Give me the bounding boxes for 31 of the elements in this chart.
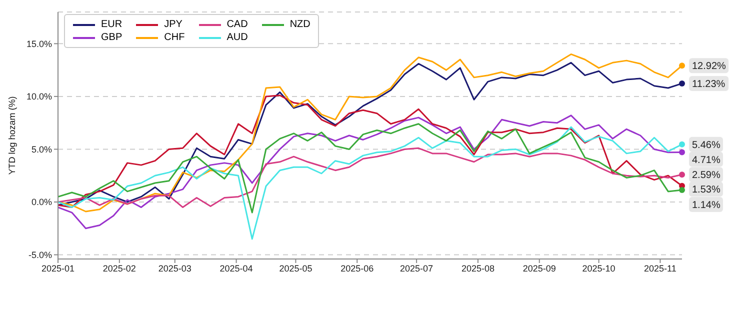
data-label: 1.53% (692, 184, 720, 196)
data-label: 5.46% (692, 140, 720, 151)
x-tick-label: 2025-11 (644, 263, 676, 274)
legend-label: CHF (164, 31, 185, 44)
data-label: 1.14% (692, 200, 720, 212)
y-tick-label: 5.0% (31, 144, 52, 154)
y-tick-label: 10.0% (26, 92, 52, 102)
x-tick-label: 2025-02 (102, 263, 136, 274)
x-tick-label: 2025-10 (582, 263, 616, 274)
legend-label: EUR (101, 18, 122, 31)
y-tick-label: 0.0% (31, 197, 52, 208)
data-label: 4.71% (692, 154, 720, 166)
data-label: 11.23% (692, 78, 726, 90)
x-tick-label: 2025-05 (279, 263, 312, 274)
y-tick-label: -5.0% (28, 250, 52, 260)
y-tick-label: 15.0% (26, 38, 52, 49)
data-label: 2.59% (692, 170, 720, 182)
legend-label: NZD (290, 18, 310, 31)
x-tick-label: 2025-08 (461, 263, 494, 274)
x-tick-label: 2025-03 (158, 263, 192, 274)
x-tick-label: 2025-07 (400, 263, 434, 274)
legend-label: GBP (101, 31, 122, 44)
x-tick-label: 2025-06 (340, 263, 374, 274)
legend-label: CAD (226, 18, 248, 31)
y-axis-title: YTD log hozam (%) (7, 96, 18, 175)
legend-label: JPY (164, 18, 182, 31)
data-label: 12.92% (692, 61, 726, 72)
x-tick-label: 2025-04 (220, 263, 253, 274)
x-tick-label: 2025-09 (522, 263, 556, 274)
x-tick-label: 2025-01 (41, 263, 75, 274)
legend-label: AUD (226, 31, 248, 44)
